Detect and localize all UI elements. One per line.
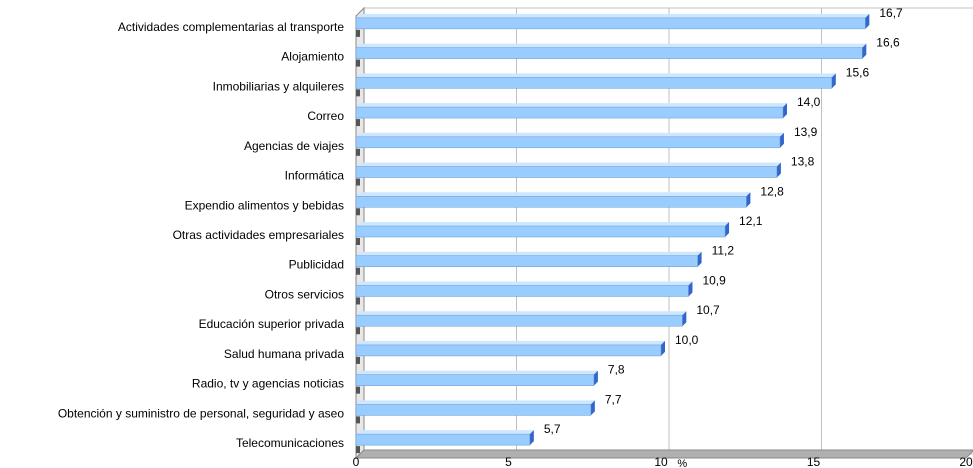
bar	[355, 344, 662, 357]
x-tick-label: 15	[807, 455, 821, 468]
secondary-bar	[356, 178, 360, 186]
bar-end	[529, 430, 534, 446]
x-tick-label: 0	[353, 455, 360, 468]
bar-top	[356, 132, 784, 137]
bar	[355, 404, 592, 416]
category-label: Educación superior privada	[199, 317, 345, 331]
secondary-bar	[356, 327, 360, 335]
category-label: Radio, tv y agencias noticias	[192, 377, 344, 391]
bar-top	[356, 281, 693, 286]
bar-top	[356, 43, 867, 48]
value-label: 7,7	[605, 392, 622, 406]
secondary-bar	[356, 238, 360, 245]
value-label: 11,2	[712, 244, 735, 258]
category-label: Publicidad	[289, 258, 344, 272]
bar-end	[865, 13, 870, 29]
bar-end	[688, 281, 693, 297]
value-label: 13,9	[794, 125, 818, 139]
category-label: Telecomunicaciones	[236, 436, 344, 450]
bar	[355, 17, 866, 30]
bar	[355, 77, 833, 89]
value-label: 7,8	[608, 363, 625, 377]
bar-end	[831, 73, 836, 89]
bar-top	[356, 340, 665, 345]
x-tick-label: 20	[959, 455, 973, 468]
bar-end	[779, 132, 784, 148]
bar-end	[776, 162, 781, 178]
bar-top	[356, 251, 702, 256]
secondary-bar	[356, 119, 360, 127]
value-label: 12,1	[739, 214, 763, 228]
category-label: Inmobiliarias y alquileres	[213, 79, 344, 93]
category-label: Otros servicios	[265, 287, 344, 301]
secondary-bar	[356, 29, 360, 37]
bar-end	[661, 340, 665, 356]
category-label: Correo	[307, 109, 344, 123]
bar-end	[725, 222, 730, 237]
bar	[355, 285, 689, 297]
secondary-bar	[356, 297, 360, 305]
category-label: Otras actividades empresariales	[173, 228, 344, 242]
category-label: Agencias de viajes	[244, 139, 344, 153]
category-label: Salud humana privada	[224, 347, 344, 361]
value-label: 10,9	[702, 273, 726, 287]
bar	[355, 196, 747, 208]
x-tick-label: 10	[654, 455, 668, 468]
bar-end	[593, 370, 598, 386]
bar-top	[356, 222, 730, 226]
bar-top	[356, 430, 534, 435]
category-label: Alojamiento	[281, 50, 344, 64]
x-axis-title: %	[677, 458, 687, 468]
x-tick-label: 5	[505, 455, 512, 468]
value-label: 14,0	[797, 95, 821, 109]
bar-top	[356, 400, 595, 405]
bar	[355, 255, 698, 267]
secondary-bar	[356, 208, 360, 216]
secondary-bar	[356, 59, 360, 67]
bar	[355, 106, 784, 119]
bar-top	[356, 13, 870, 18]
category-label: Obtención y suministro de personal, segu…	[58, 406, 344, 420]
bar	[355, 433, 531, 446]
value-label: 12,8	[760, 184, 784, 198]
secondary-bar	[356, 89, 360, 97]
bar	[355, 47, 863, 59]
secondary-bar	[356, 356, 360, 364]
value-label: 5,7	[544, 422, 561, 436]
bar	[355, 225, 726, 238]
bar	[355, 136, 781, 149]
category-label: Actividades complementarias al transport…	[118, 20, 344, 34]
bar	[355, 314, 683, 327]
category-label: Informática	[285, 169, 345, 183]
bar-end	[862, 43, 867, 59]
value-label: 15,6	[846, 65, 870, 79]
bar-end	[697, 251, 702, 267]
category-label: Expendio alimentos y bebidas	[185, 198, 344, 212]
secondary-bar	[356, 446, 360, 454]
bar-top	[356, 73, 836, 78]
bar-end	[590, 400, 595, 416]
bar-top	[356, 103, 787, 108]
value-label: 13,8	[791, 155, 815, 169]
bar	[355, 374, 595, 386]
secondary-bar	[356, 148, 360, 156]
value-label: 16,7	[879, 6, 903, 20]
bar-end	[682, 311, 687, 327]
bar-top	[356, 311, 687, 316]
secondary-bar	[356, 267, 360, 275]
floor	[354, 449, 973, 459]
bar-top	[356, 162, 781, 167]
bar-end	[746, 192, 751, 208]
value-label: 16,6	[876, 36, 900, 50]
bar	[355, 166, 778, 178]
secondary-bar	[356, 386, 360, 394]
bar-end	[783, 103, 787, 119]
value-label: 10,7	[696, 303, 720, 317]
value-label: 10,0	[675, 333, 699, 347]
bar-top	[356, 192, 751, 197]
bar-top	[356, 370, 598, 375]
secondary-bar	[356, 416, 360, 424]
